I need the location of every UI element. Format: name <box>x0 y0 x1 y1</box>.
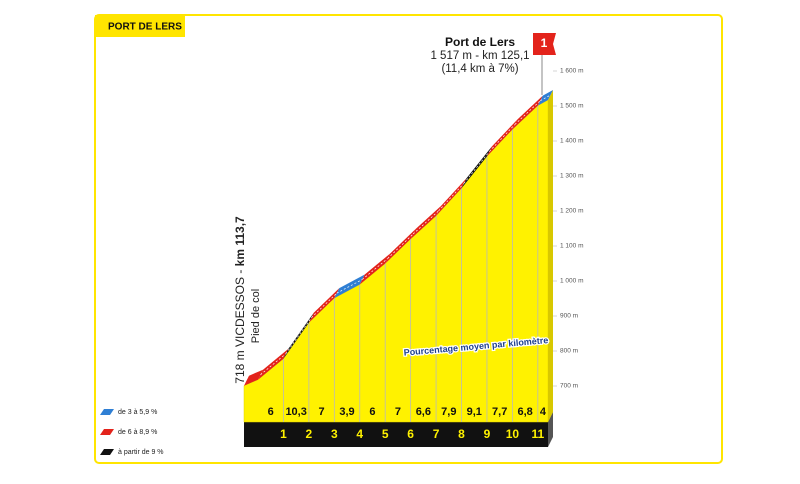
gradient-label: 6,6 <box>416 406 431 418</box>
legend-swatch <box>100 449 114 455</box>
legend-swatch <box>100 429 114 435</box>
gradient-segment <box>436 178 467 216</box>
road-center <box>514 100 541 125</box>
gradient-label: 10,3 <box>285 406 306 418</box>
road-center <box>362 258 388 280</box>
summit-info: 1 517 m - km 125,1 <box>430 50 529 62</box>
legend-swatch <box>100 409 114 415</box>
plot: 700 m 800 m 900 m 1 000 m 1 100 m 1 200 m 1 30… <box>100 33 584 456</box>
km-label: 9 <box>484 427 491 441</box>
km-label: 8 <box>458 427 465 441</box>
gradient-segment <box>486 119 518 157</box>
title-tab <box>95 15 185 37</box>
road-center <box>540 94 551 101</box>
y-tick-label: 800 m <box>560 348 578 355</box>
y-tick-label: 1 600 m <box>560 68 584 75</box>
chart-title: PORT DE LERS <box>108 22 182 33</box>
y-tick-label: 1 000 m <box>560 278 584 285</box>
road-center <box>260 353 287 375</box>
gradient-label: 9,1 <box>467 406 482 418</box>
km-label: 11 <box>531 427 544 441</box>
base-band <box>244 422 548 447</box>
summit-name: Port de Lers <box>445 35 515 49</box>
legend-label: à partir de 9 % <box>118 449 164 456</box>
km-label: 7 <box>433 427 440 441</box>
road-center <box>285 317 312 354</box>
road-center <box>336 279 363 294</box>
legend-label: de 6 à 8,9 % <box>118 429 157 436</box>
summit-climb: (11,4 km à 7%) <box>441 63 518 75</box>
gradient-segment <box>283 312 314 359</box>
start-note: Pied de col <box>250 289 262 343</box>
km-label: 10 <box>506 427 520 441</box>
road-center <box>412 210 439 235</box>
gradient-label: 7 <box>319 406 325 418</box>
start-band <box>244 369 263 386</box>
y-tick-label: 1 400 m <box>560 138 584 145</box>
y-tick-label: 1 100 m <box>560 243 584 250</box>
frame <box>94 14 723 464</box>
gradient-label: 7,7 <box>492 406 507 418</box>
flag <box>533 33 556 55</box>
y-tick-label: 700 m <box>560 383 578 390</box>
start-place: 718 m VICDESSOS - <box>233 266 247 383</box>
road-center <box>463 151 490 184</box>
km-label: 4 <box>356 427 363 441</box>
gradient-label: 7 <box>395 406 401 418</box>
y-tick-label: 900 m <box>560 313 578 320</box>
gradient-label: 6,8 <box>517 406 532 418</box>
km-label: 3 <box>331 427 338 441</box>
road-center <box>387 233 414 259</box>
gradient-label: 3,9 <box>339 406 354 418</box>
gradient-label: 7,9 <box>441 406 456 418</box>
km-label: 6 <box>407 427 414 441</box>
start-km: km 113,7 <box>233 216 247 266</box>
gradient-label: 6 <box>268 406 274 418</box>
gradient-label: 6 <box>369 406 375 418</box>
flag-label: 1 <box>541 36 548 50</box>
y-tick-label: 1 300 m <box>560 173 584 180</box>
base-side <box>548 412 553 447</box>
road-center <box>311 292 338 318</box>
profile-side <box>548 90 553 423</box>
km-label: 5 <box>382 427 389 441</box>
legend-label: de 3 à 5,9 % <box>118 409 157 416</box>
km-label: 2 <box>306 427 313 441</box>
km-label: 1 <box>280 427 287 441</box>
profile-face <box>243 99 549 423</box>
start-info: 718 m VICDESSOS - km 113,7 <box>233 216 247 384</box>
y-tick-label: 1 500 m <box>560 103 584 110</box>
gradient-label: 4 <box>540 406 547 418</box>
gradient-segment <box>334 274 365 299</box>
y-tick-label: 1 200 m <box>560 208 584 215</box>
